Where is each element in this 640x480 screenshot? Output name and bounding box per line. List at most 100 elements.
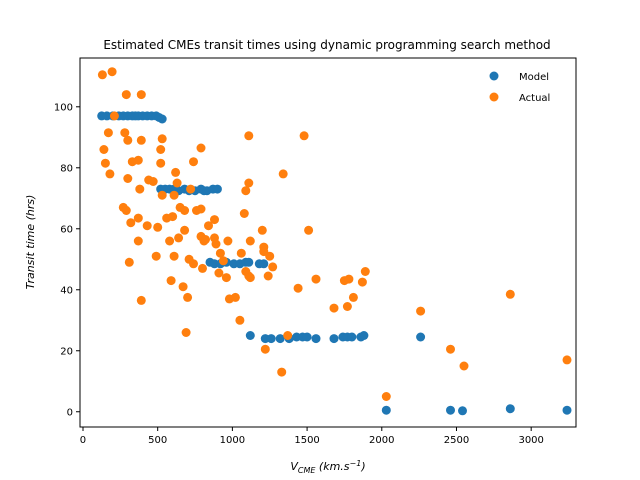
point-actual-56	[189, 259, 198, 269]
point-actual-14	[156, 145, 166, 154]
point-actual-87	[277, 367, 287, 377]
x-tick-label: 1000	[220, 435, 245, 446]
legend-label-model: Model	[519, 72, 549, 83]
point-actual-13	[133, 155, 143, 165]
point-actual-101	[416, 306, 426, 316]
point-actual-39	[196, 204, 206, 214]
point-model-58	[562, 405, 572, 415]
point-model-53	[416, 332, 426, 342]
point-actual-96	[344, 274, 354, 284]
point-actual-15	[157, 134, 167, 144]
point-actual-9	[136, 135, 146, 145]
point-actual-4	[136, 90, 146, 100]
x-tick-label: 2000	[369, 435, 394, 446]
point-actual-91	[304, 225, 314, 235]
point-actual-84	[259, 247, 269, 257]
point-actual-100	[381, 392, 391, 401]
point-actual-32	[168, 212, 178, 222]
point-model-38	[245, 331, 255, 340]
y-tick-label: 80	[60, 163, 73, 174]
point-model-35	[244, 257, 254, 267]
point-actual-99	[360, 267, 370, 276]
point-actual-66	[223, 236, 233, 246]
point-actual-17	[171, 167, 181, 177]
point-actual-77	[245, 273, 255, 283]
x-tick-label: 1500	[294, 435, 319, 446]
point-actual-68	[230, 292, 240, 302]
point-actual-24	[133, 213, 143, 223]
point-actual-28	[148, 177, 158, 186]
point-actual-23	[126, 218, 136, 228]
point-actual-29	[153, 222, 163, 232]
point-model-55	[446, 405, 455, 415]
point-actual-50	[174, 233, 184, 243]
point-actual-43	[124, 257, 134, 267]
point-actual-3	[121, 90, 131, 100]
point-actual-85	[244, 131, 254, 141]
point-actual-51	[178, 282, 188, 292]
point-actual-44	[133, 236, 143, 246]
point-model-41	[275, 334, 285, 344]
point-actual-103	[459, 361, 469, 371]
point-model-47	[329, 334, 339, 344]
point-actual-46	[151, 251, 161, 261]
point-actual-88	[283, 331, 293, 340]
point-actual-36	[180, 206, 190, 215]
point-actual-61	[211, 239, 221, 249]
point-actual-102	[446, 344, 455, 354]
point-actual-5	[99, 145, 109, 154]
point-model-50	[347, 332, 357, 342]
point-actual-65	[221, 273, 231, 283]
y-tick-label: 0	[67, 407, 73, 418]
point-model-54	[381, 405, 391, 415]
point-actual-41	[204, 221, 213, 231]
point-actual-42	[210, 215, 219, 225]
point-model-56	[458, 406, 467, 416]
point-actual-95	[342, 302, 352, 311]
point-actual-25	[135, 184, 145, 194]
point-actual-104	[505, 289, 515, 299]
point-actual-80	[260, 344, 270, 354]
point-model-14	[157, 114, 167, 124]
point-actual-6	[103, 128, 113, 138]
point-actual-78	[257, 225, 267, 235]
point-model-37	[259, 259, 269, 269]
point-actual-72	[244, 178, 254, 188]
x-tick-label: 500	[148, 435, 167, 446]
point-actual-34	[172, 178, 182, 188]
legend-label-actual: Actual	[519, 93, 550, 104]
point-actual-48	[166, 276, 176, 286]
point-actual-98	[357, 277, 367, 287]
point-actual-52	[180, 225, 190, 235]
point-actual-62	[214, 268, 224, 278]
point-actual-10	[100, 158, 110, 168]
point-actual-97	[348, 292, 358, 302]
point-actual-21	[121, 206, 131, 215]
chart-title: Estimated CMEs transit times using dynam…	[103, 38, 550, 52]
point-actual-33	[169, 190, 179, 200]
point-actual-71	[241, 186, 251, 196]
point-actual-69	[235, 315, 245, 325]
point-actual-89	[293, 283, 303, 293]
point-actual-92	[311, 274, 321, 284]
point-actual-1	[107, 67, 117, 77]
point-actual-45	[136, 295, 146, 305]
point-actual-70	[239, 209, 249, 218]
x-tick-label: 0	[80, 435, 86, 446]
point-actual-54	[183, 292, 193, 302]
y-tick-label: 20	[60, 346, 73, 357]
legend-marker-model	[489, 71, 499, 81]
point-actual-83	[268, 262, 278, 272]
point-actual-30	[157, 190, 167, 200]
y-axis: 0 20 40 60 80 100	[54, 102, 80, 418]
point-actual-19	[196, 143, 206, 153]
point-actual-16	[156, 158, 166, 168]
point-actual-37	[186, 184, 196, 194]
point-model-45	[302, 332, 312, 342]
y-tick-label: 100	[54, 102, 73, 113]
point-model-40	[266, 334, 276, 344]
point-actual-93	[329, 303, 339, 313]
point-model-27	[212, 184, 222, 194]
legend-marker-actual	[489, 92, 499, 102]
